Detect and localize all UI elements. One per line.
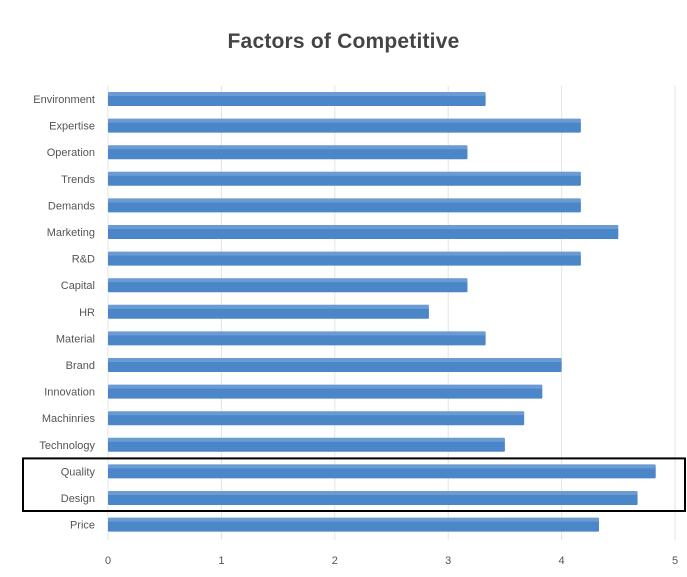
bar — [108, 145, 468, 160]
y-tick-label: Material — [56, 333, 95, 345]
bar — [108, 171, 581, 186]
bar — [108, 437, 505, 452]
bar-highlight — [108, 304, 429, 309]
x-tick-label: 5 — [672, 555, 678, 567]
bar-highlight — [108, 198, 581, 203]
x-tick-label: 2 — [332, 555, 338, 567]
bar-highlight — [108, 225, 619, 229]
bar-highlight — [108, 491, 638, 495]
bar-highlight — [108, 411, 525, 416]
y-tick-label: Innovation — [44, 387, 95, 399]
bar — [108, 251, 581, 266]
y-tick-label: Technology — [39, 440, 95, 452]
chart-title: Factors of Competitive — [227, 30, 460, 53]
y-tick-label: Expertise — [49, 121, 95, 133]
x-tick-label: 1 — [218, 555, 224, 567]
bar — [108, 331, 486, 346]
bar-highlight — [108, 171, 581, 176]
bar — [108, 464, 656, 479]
bar-highlight — [108, 145, 468, 150]
y-tick-label: R&D — [72, 254, 95, 266]
bar — [108, 384, 543, 399]
bar-highlight — [108, 464, 656, 469]
bar — [108, 278, 468, 293]
bar-highlight — [108, 331, 486, 336]
bar-highlight — [108, 251, 581, 256]
y-tick-label: Capital — [61, 280, 95, 292]
bar-highlight — [108, 278, 468, 283]
y-tick-label: Design — [61, 493, 95, 505]
x-tick-label: 4 — [559, 555, 565, 567]
bar — [108, 118, 581, 133]
y-tick-label: HR — [79, 307, 95, 319]
y-tick-label: Demands — [48, 200, 96, 212]
y-tick-label: Trends — [61, 174, 95, 186]
bar — [108, 92, 486, 106]
y-tick-label: Machinries — [42, 413, 96, 425]
y-tick-label: Quality — [61, 466, 96, 478]
y-tick-label: Price — [70, 520, 95, 532]
y-tick-label: Environment — [33, 94, 95, 106]
bar-highlight — [108, 92, 486, 96]
bar — [108, 358, 562, 372]
bar — [108, 225, 619, 239]
bar — [108, 304, 429, 319]
bar-highlight — [108, 384, 543, 389]
bar — [108, 517, 600, 532]
y-tick-label: Marketing — [47, 227, 95, 239]
x-tick-label: 3 — [445, 555, 451, 567]
y-tick-label: Operation — [47, 147, 95, 159]
bar — [108, 491, 638, 505]
bar-highlight — [108, 517, 600, 522]
bar — [108, 411, 525, 426]
bar-highlight — [108, 358, 562, 362]
highlight-box — [22, 457, 686, 512]
bar-highlight — [108, 437, 505, 442]
x-tick-label: 0 — [105, 555, 111, 567]
bar — [108, 198, 581, 213]
bar-highlight — [108, 118, 581, 123]
y-tick-label: Brand — [66, 360, 95, 372]
